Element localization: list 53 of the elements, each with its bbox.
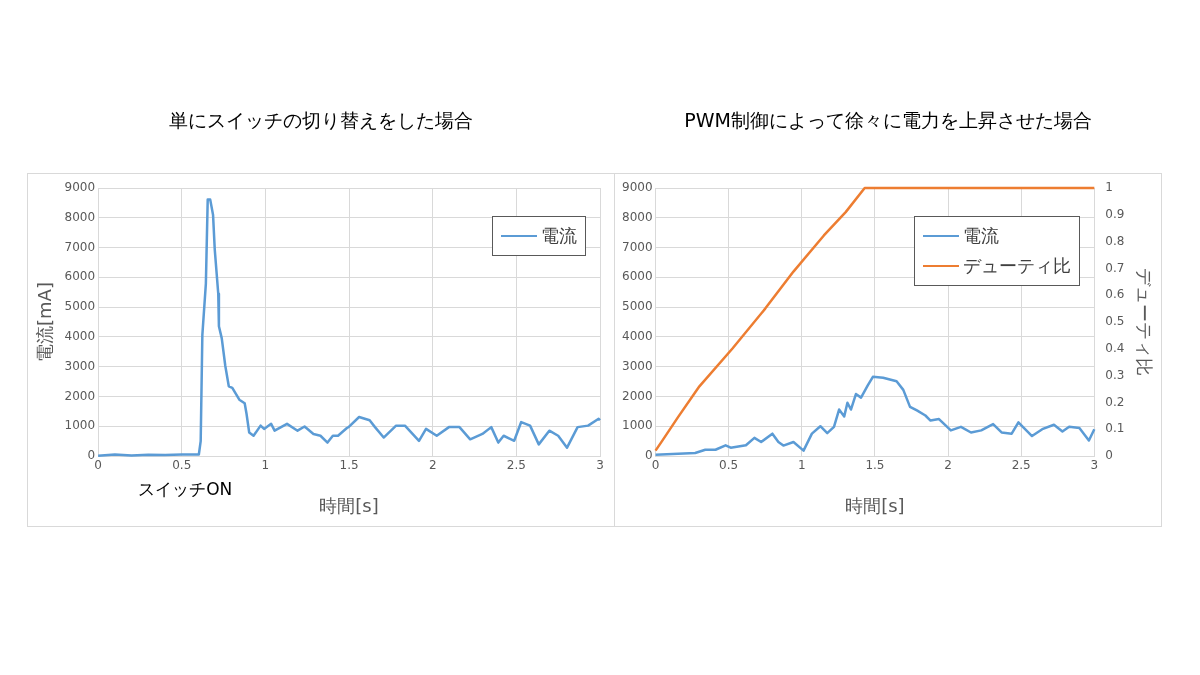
- text: スイッチON: [138, 478, 233, 499]
- x-tick-label: 0.5: [172, 458, 192, 473]
- y2-axis-title: デューティ比: [1133, 268, 1155, 376]
- legend-label: 電流: [962, 224, 1001, 248]
- y2-tick-label: 0.9: [1105, 206, 1125, 221]
- y2-tick-label: 0.3: [1105, 367, 1125, 382]
- chart-title: 単にスイッチの切り替えをした場合: [168, 108, 474, 133]
- y2-tick-label: 0.8: [1105, 233, 1125, 248]
- x-tick-label: 3: [1090, 458, 1099, 473]
- y-axis-title: 電流[mA]: [34, 282, 56, 362]
- y-tick-label: 0: [87, 448, 96, 463]
- y-tick-label: 5000: [64, 299, 96, 314]
- y-tick-label: 7000: [621, 239, 653, 254]
- x-tick-label: 1: [261, 458, 270, 473]
- y-tick-label: 0: [644, 448, 653, 463]
- y-tick-label: 5000: [621, 299, 653, 314]
- x-axis-title: 時間[s]: [319, 494, 379, 516]
- legend-label: デューティ比: [962, 254, 1072, 278]
- chart-title: PWM制御によって徐々に電力を上昇させた場合: [683, 108, 1093, 133]
- y-tick-label: 6000: [621, 269, 653, 284]
- x-tick-label: 2.5: [506, 458, 526, 473]
- y-tick-label: 2000: [621, 388, 653, 403]
- y-tick-label: 9000: [64, 180, 96, 195]
- y2-tick-label: 1: [1105, 180, 1113, 195]
- y-tick-label: 1000: [64, 418, 96, 433]
- y-tick-label: 8000: [621, 209, 653, 224]
- y-tick-label: 8000: [64, 209, 96, 224]
- y-tick-label: 3000: [621, 358, 653, 373]
- y2-tick-label: 0.6: [1105, 287, 1125, 302]
- y-tick-label: 7000: [64, 239, 96, 254]
- y2-tick-label: 0.7: [1105, 260, 1125, 275]
- x-axis-title: 時間[s]: [845, 494, 905, 516]
- y2-tick-label: 0.5: [1105, 314, 1125, 329]
- y-tick-label: 2000: [64, 388, 96, 403]
- x-tick-label: 0.5: [719, 458, 739, 473]
- x-tick-label: 1: [797, 458, 806, 473]
- x-tick-label: 2.5: [1011, 458, 1031, 473]
- y-tick-label: 9000: [621, 180, 653, 195]
- y-tick-label: 1000: [621, 418, 653, 433]
- legend-label: 電流: [540, 224, 577, 248]
- x-tick-label: 1.5: [865, 458, 885, 473]
- x-tick-label: 1.5: [339, 458, 359, 473]
- y2-tick-label: 0: [1105, 448, 1113, 463]
- y-tick-label: 4000: [621, 329, 653, 344]
- x-tick-label: 3: [596, 458, 604, 473]
- y2-tick-label: 0.2: [1105, 394, 1125, 409]
- y-tick-label: 3000: [64, 358, 96, 373]
- x-tick-label: 2: [428, 458, 437, 473]
- y2-tick-label: 0.4: [1105, 340, 1125, 355]
- y-tick-label: 4000: [64, 329, 96, 344]
- y-tick-label: 6000: [64, 269, 96, 284]
- x-tick-label: 2: [944, 458, 952, 473]
- y2-tick-label: 0.1: [1105, 421, 1125, 436]
